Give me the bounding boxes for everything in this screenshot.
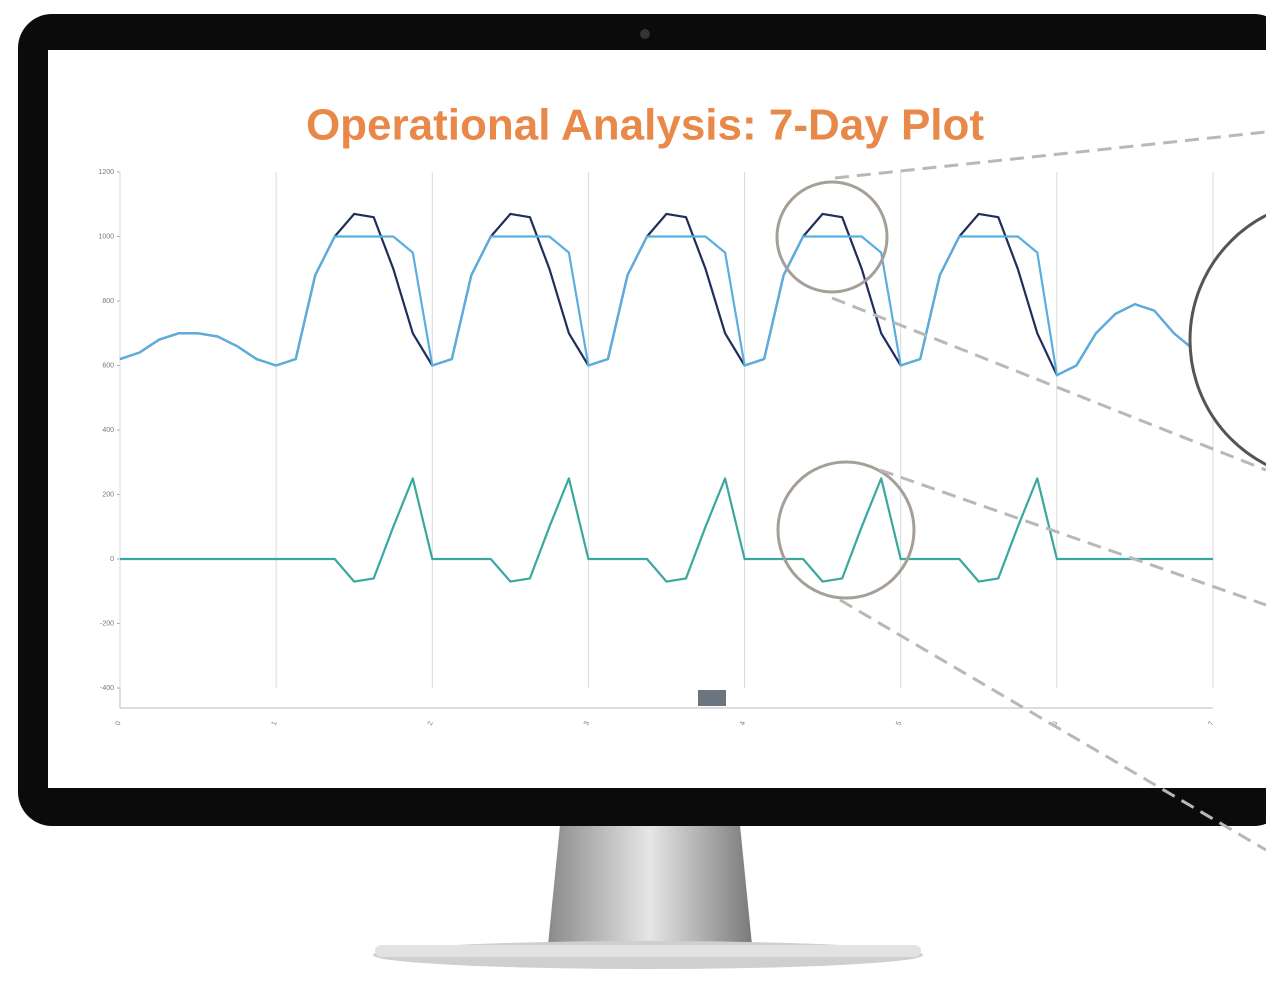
monitor: Operational Analysis: 7-Day Plot -400 -20… [0, 0, 1266, 995]
y-tick-label: -400 [100, 685, 114, 692]
y-tick-label: 1000 [98, 233, 114, 240]
camera [640, 29, 650, 39]
chart-title: Operational Analysis: 7-Day Plot [306, 101, 984, 150]
y-tick-label: 400 [102, 427, 114, 434]
y-tick-label: -200 [100, 620, 114, 627]
y-tick-label: 1200 [98, 169, 114, 176]
scroll-handle[interactable] [698, 690, 726, 706]
monitor-stand [548, 825, 752, 945]
screen [48, 50, 1266, 788]
y-tick-label: 0 [110, 556, 114, 563]
y-tick-label: 200 [102, 491, 114, 498]
page: {"chart_data": {"type": "line", "title":… [0, 0, 1266, 995]
monitor-base-top [375, 945, 921, 957]
y-tick-label: 800 [102, 298, 114, 305]
y-tick-label: 600 [102, 362, 114, 369]
